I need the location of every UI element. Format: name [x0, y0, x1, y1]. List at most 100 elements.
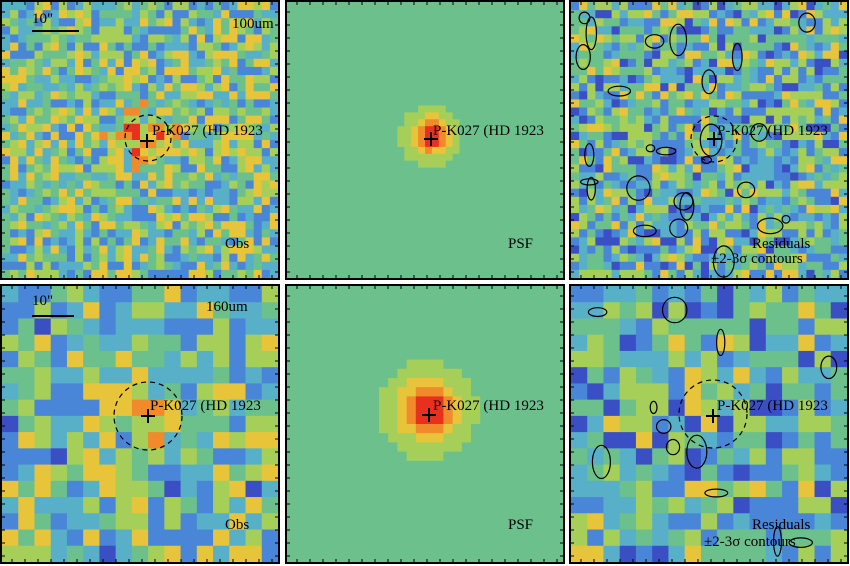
map-pixel	[544, 341, 555, 351]
map-pixel	[660, 269, 670, 278]
map-pixel	[221, 66, 230, 76]
map-pixel	[411, 43, 419, 51]
map-pixel	[535, 368, 546, 379]
map-pixel	[123, 131, 133, 141]
map-pixel	[369, 43, 378, 51]
map-pixel	[237, 115, 247, 125]
map-pixel	[644, 156, 653, 165]
map-pixel	[494, 209, 502, 217]
map-pixel	[535, 332, 546, 342]
map-pixel	[180, 529, 198, 547]
map-pixel	[172, 245, 182, 255]
map-pixel	[733, 196, 743, 206]
map-pixel	[418, 84, 426, 93]
map-pixel	[438, 50, 447, 58]
map-pixel	[571, 83, 580, 92]
map-pixel	[296, 286, 306, 296]
map-pixel	[425, 195, 433, 203]
map-pixel	[237, 34, 247, 44]
map-pixel	[196, 334, 214, 352]
map-pixel	[2, 334, 19, 352]
map-pixel	[445, 215, 454, 224]
map-pixel	[507, 77, 516, 86]
map-pixel	[269, 42, 278, 52]
map-pixel	[425, 167, 433, 176]
map-pixel	[411, 112, 419, 120]
map-pixel	[99, 302, 117, 320]
map-pixel	[741, 269, 751, 278]
map-pixel	[425, 133, 433, 141]
map-pixel	[213, 448, 230, 466]
map-pixel	[383, 98, 392, 107]
map-pixel	[269, 172, 278, 182]
map-pixel	[494, 264, 502, 272]
map-pixel	[668, 188, 678, 198]
map-pixel	[782, 204, 791, 214]
map-pixel	[2, 99, 11, 109]
map-pixel	[782, 34, 791, 44]
map-pixel	[418, 140, 426, 148]
map-pixel	[50, 383, 68, 401]
map-pixel	[579, 18, 588, 27]
map-pixel	[362, 195, 371, 203]
map-pixel	[668, 213, 678, 222]
map-pixel	[526, 396, 536, 407]
map-pixel	[494, 222, 502, 231]
map-pixel	[397, 236, 405, 245]
map-pixel	[390, 195, 398, 203]
map-pixel	[328, 146, 336, 155]
map-pixel	[91, 156, 101, 165]
map-pixel	[335, 29, 343, 38]
map-pixel	[542, 140, 550, 148]
map-pixel	[498, 286, 509, 296]
map-pixel	[293, 222, 302, 231]
map-pixel	[196, 75, 206, 84]
map-pixel	[603, 245, 613, 255]
map-pixel	[300, 264, 309, 272]
map-pixel	[733, 2, 743, 11]
map-pixel	[342, 332, 352, 342]
map-pixel	[749, 269, 759, 278]
map-pixel	[571, 180, 580, 190]
map-pixel	[115, 545, 133, 562]
map-pixel	[603, 156, 613, 165]
map-pixel	[115, 18, 125, 27]
map-pixel	[700, 229, 710, 239]
map-pixel	[123, 221, 133, 230]
map-pixel	[425, 332, 435, 342]
map-pixel	[180, 350, 198, 368]
map-pixel	[830, 261, 840, 271]
map-pixel	[806, 66, 816, 76]
map-pixel	[676, 180, 686, 190]
map-pixel	[500, 2, 509, 10]
map-pixel	[709, 148, 718, 157]
map-pixel	[131, 464, 149, 482]
map-pixel	[542, 36, 550, 44]
map-pixel	[356, 167, 364, 176]
map-pixel	[466, 112, 474, 120]
map-pixel	[579, 204, 588, 214]
map-pixel	[773, 245, 783, 255]
map-pixel	[571, 213, 580, 222]
map-pixel	[75, 2, 84, 11]
map-pixel	[2, 131, 11, 141]
map-pixel	[466, 264, 474, 272]
map-pixel	[571, 75, 580, 84]
map-pixel	[10, 180, 19, 190]
map-pixel	[390, 91, 398, 100]
map-pixel	[790, 58, 799, 68]
map-pixel	[342, 167, 350, 176]
map-pixel	[26, 245, 36, 255]
map-pixel	[684, 172, 694, 182]
map-pixel	[342, 84, 350, 93]
map-pixel	[725, 83, 734, 92]
map-pixel	[305, 313, 316, 324]
map-pixel	[611, 18, 621, 27]
map-pixel	[418, 167, 426, 176]
map-pixel	[261, 448, 278, 466]
map-pixel	[438, 257, 447, 265]
map-pixel	[253, 245, 263, 255]
map-pixel	[2, 383, 19, 401]
map-pixel	[261, 10, 271, 19]
map-pixel	[356, 174, 364, 182]
